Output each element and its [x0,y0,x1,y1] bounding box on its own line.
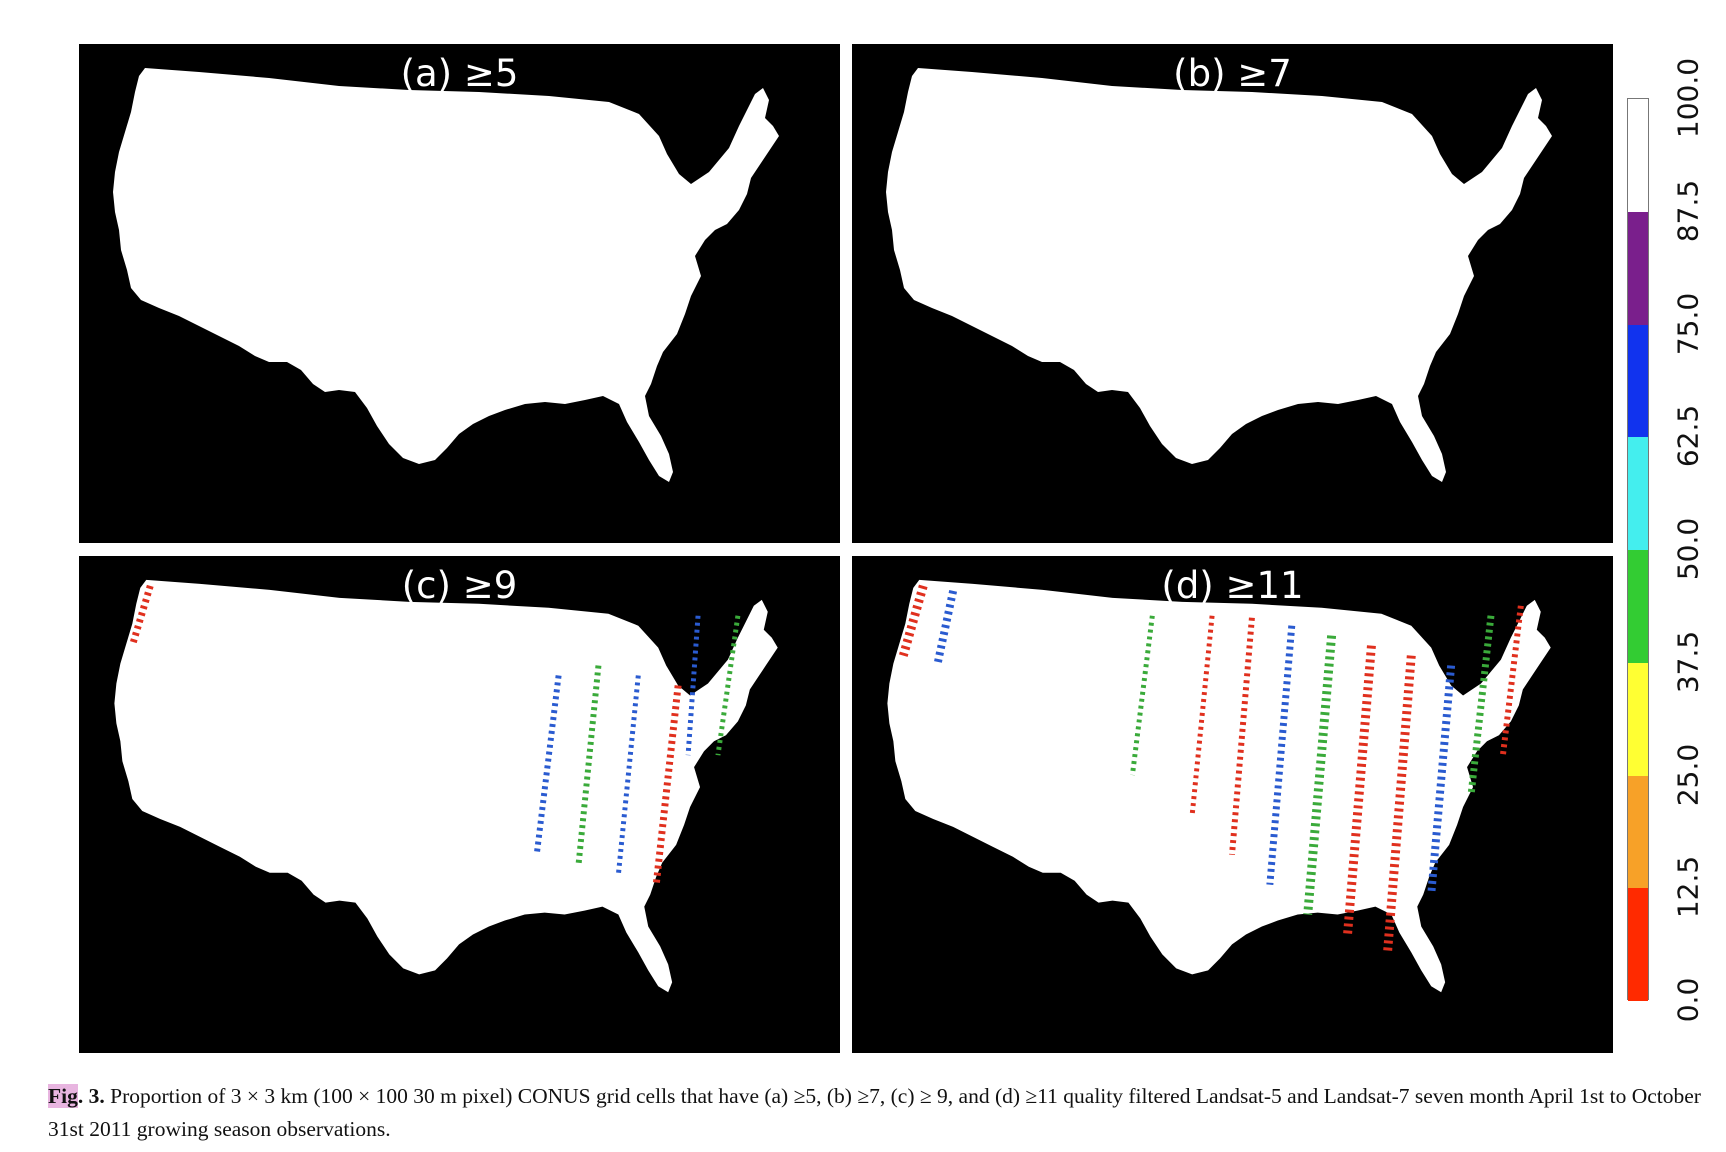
colorbar-segment [1628,888,1648,1001]
conus-map-c [114,579,778,993]
figure-caption: Fig. 3. Proportion of 3 × 3 km (100 × 10… [48,1080,1720,1146]
conus-map-b [886,68,1552,482]
colorbar-segment [1628,437,1648,550]
swath-stripe [899,584,928,657]
colorbar-segment [1628,775,1648,889]
swath-stripe [1266,625,1296,885]
colorbar-segment [1628,99,1648,212]
figure-label-number: . 3. [77,1084,105,1108]
colorbar [1627,98,1649,1001]
panel-title-c: (c) ≥9 [401,564,518,607]
map-panel-c: (c) ≥9 [79,556,840,1053]
swath-stripe [652,685,682,886]
panel-title-a: (a) ≥5 [400,52,519,95]
swath-stripe [1467,615,1495,796]
conus-map-a [113,68,779,482]
swath-stripe [933,590,958,667]
swath-stripe [575,665,602,866]
swath-stripes-c [128,584,741,886]
swath-stripe [685,615,701,756]
colorbar-segment [1628,662,1648,776]
swath-stripe [1189,615,1215,816]
conus-map-d [887,579,1551,993]
swath-stripe [1382,655,1416,955]
swath-stripe [1303,635,1337,915]
swath-stripe [1229,617,1255,856]
panel-title-d: (d) ≥11 [1161,564,1304,607]
colorbar-segment [1628,211,1648,325]
swath-stripes-d [899,584,1524,955]
map-panel-d: (d) ≥11 [852,556,1613,1053]
map-panel-b: (b) ≥7 [852,44,1613,543]
swath-stripe [1129,615,1155,776]
swath-stripe [533,675,562,856]
swath-stripe [615,675,641,875]
caption-text: Proportion of 3 × 3 km (100 × 100 30 m p… [48,1084,1701,1141]
figure-label: Fig. 3. [48,1084,105,1108]
figure-label-highlight: Fig [48,1084,78,1108]
colorbar-segment [1628,550,1648,663]
swath-stripe [715,615,741,756]
map-panel-a: (a) ≥5 [79,44,840,543]
panel-title-b: (b) ≥7 [1173,52,1292,95]
colorbar-segment [1628,324,1648,438]
